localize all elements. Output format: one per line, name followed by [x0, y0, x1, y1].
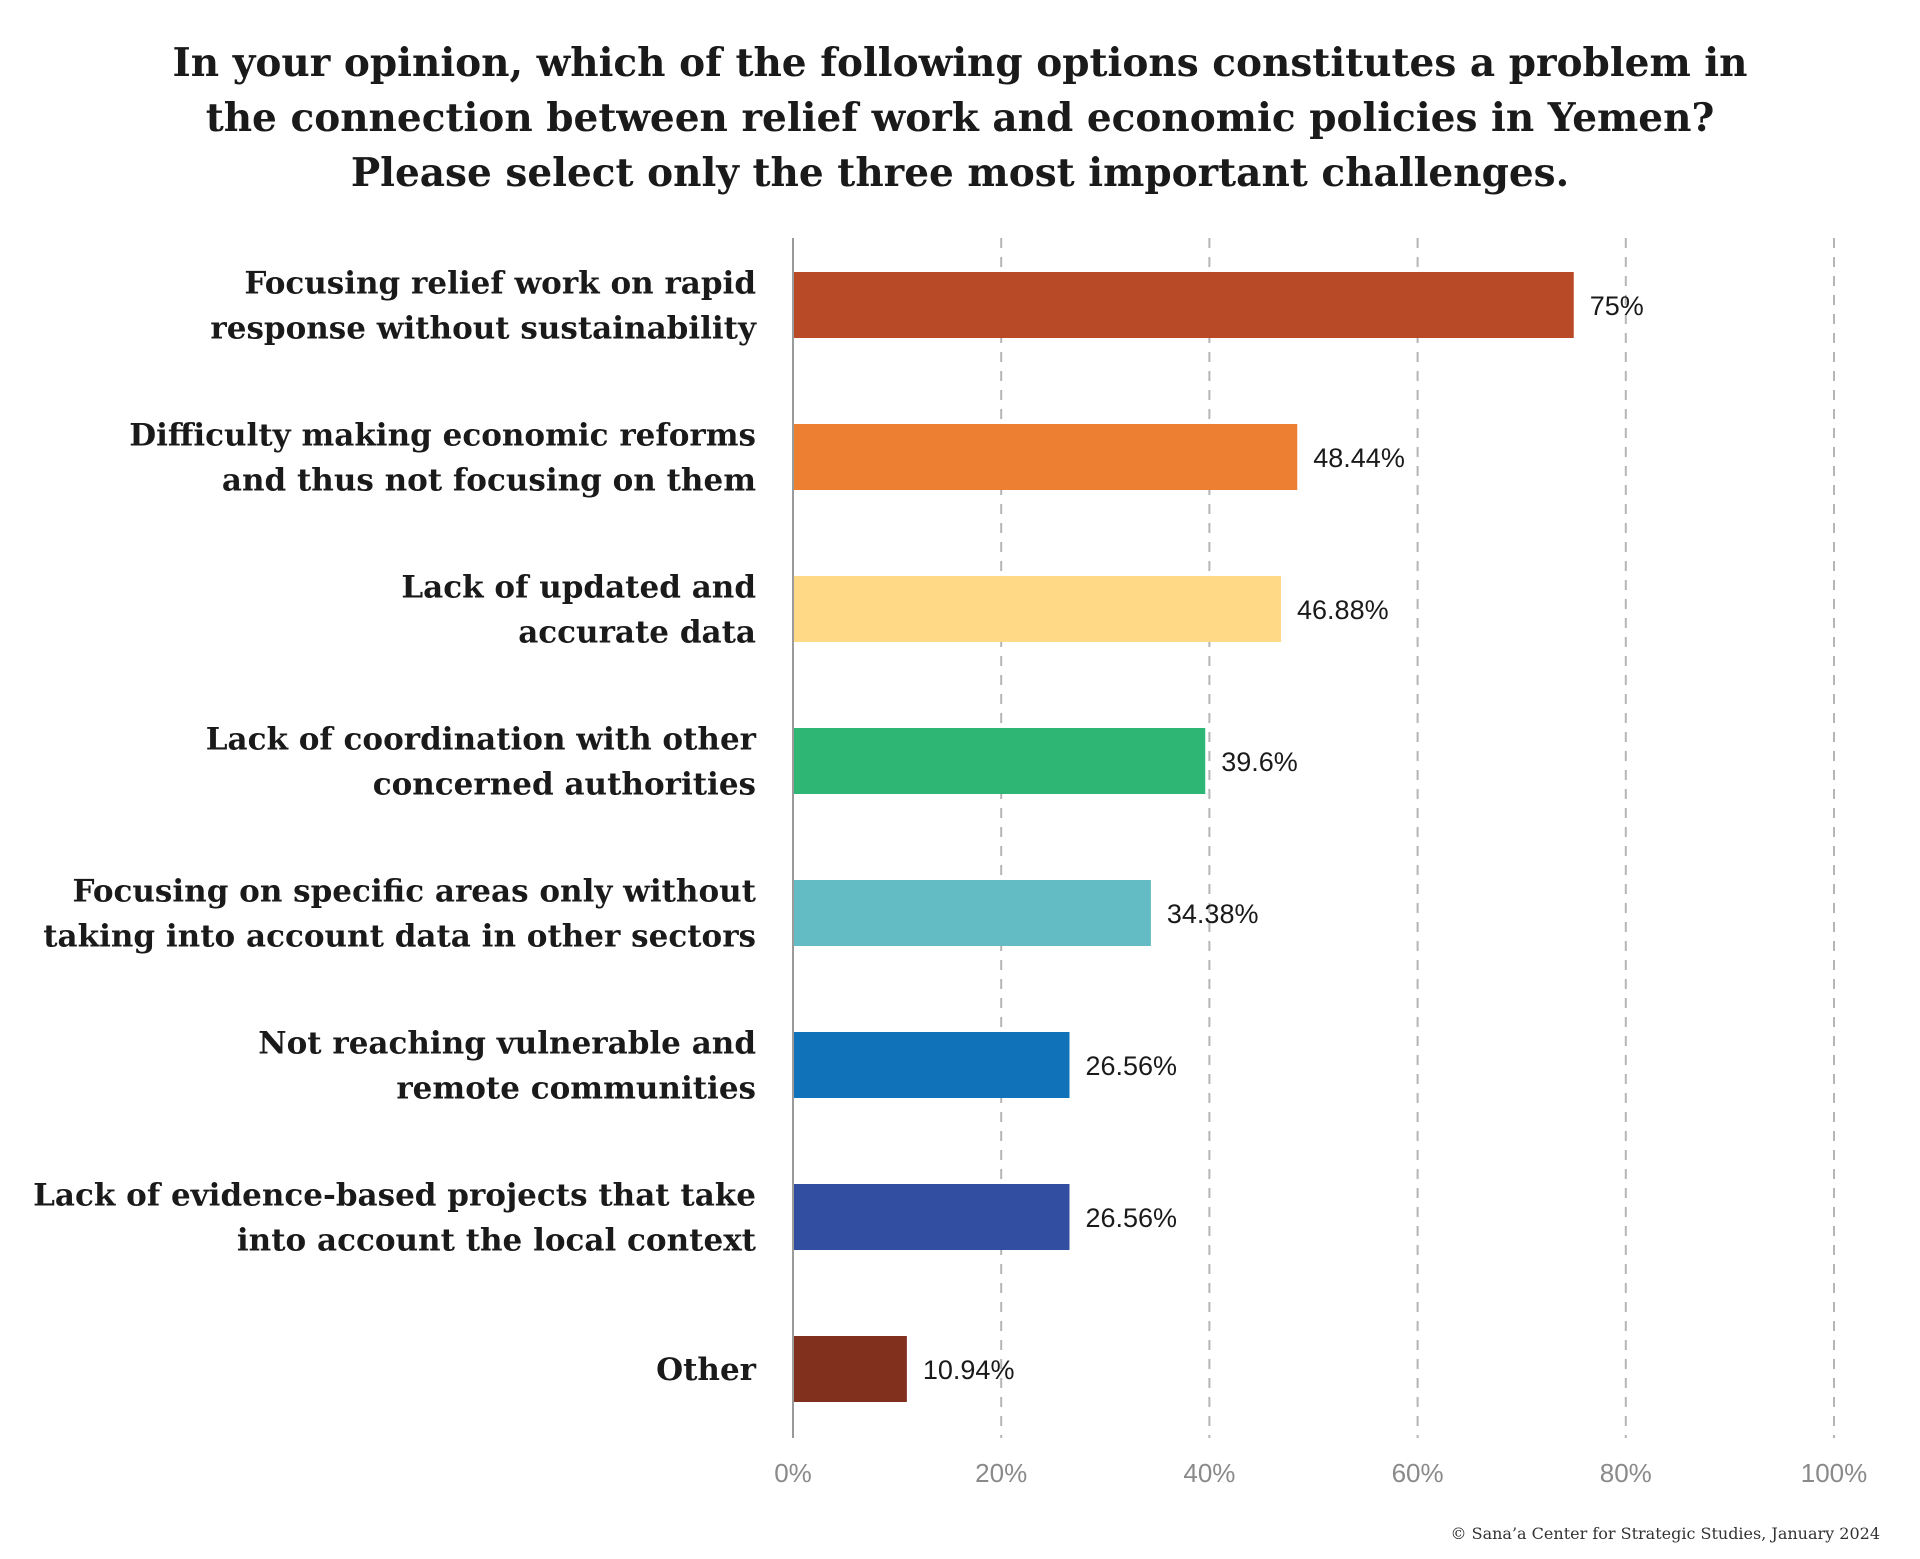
- bar: [793, 880, 1151, 946]
- value-label: 48.44%: [1313, 443, 1405, 473]
- bar: [793, 576, 1282, 642]
- category-label: Focusing relief work on rapid response wi…: [210, 266, 757, 347]
- chart-title-line-2: the connection between relief work and e…: [205, 95, 1715, 141]
- category-label: Focusing on specific areas only without t…: [43, 874, 756, 955]
- x-tick-label: 80%: [1600, 1458, 1652, 1488]
- bar: [793, 728, 1206, 794]
- bar: [793, 272, 1574, 338]
- value-label: 26.56%: [1085, 1051, 1177, 1081]
- value-label: 75%: [1590, 291, 1644, 321]
- credit-text: © Sana’a Center for Strategic Studies, J…: [1450, 1524, 1880, 1543]
- category-label: Not reaching vulnerable and remote commun…: [258, 1026, 756, 1107]
- chart-title-line-1: In your opinion, which of the following …: [172, 40, 1748, 86]
- x-tick-label: 60%: [1392, 1458, 1444, 1488]
- value-label: 26.56%: [1085, 1203, 1177, 1233]
- value-label: 10.94%: [923, 1355, 1015, 1385]
- chart-title-line-3: Please select only the three most import…: [350, 150, 1570, 196]
- category-label: Lack of coordination with other concerned…: [206, 722, 757, 803]
- bar: [793, 1032, 1070, 1098]
- category-label: Difficulty making economic reforms and th…: [129, 418, 756, 499]
- bar-chart: 0% 20% 40% 60% 80% 100% 75% Focusing relief wor…: [33, 238, 1868, 1488]
- category-label: Lack of evidence-based projects that tak…: [33, 1178, 757, 1259]
- chart-title: In your opinion, which of the following …: [0, 36, 1920, 201]
- value-label: 46.88%: [1297, 595, 1389, 625]
- bar: [793, 1184, 1070, 1250]
- x-tick-label: 40%: [1183, 1458, 1235, 1488]
- x-tick-label: 0%: [774, 1458, 812, 1488]
- bar: [793, 424, 1298, 490]
- category-label: Other: [656, 1352, 757, 1388]
- value-label: 34.38%: [1167, 899, 1259, 929]
- x-tick-label: 100%: [1801, 1458, 1868, 1488]
- category-label: Lack of updated and accurate data: [401, 570, 756, 651]
- bar: [793, 1336, 907, 1402]
- value-label: 39.6%: [1221, 747, 1298, 777]
- x-tick-label: 20%: [975, 1458, 1027, 1488]
